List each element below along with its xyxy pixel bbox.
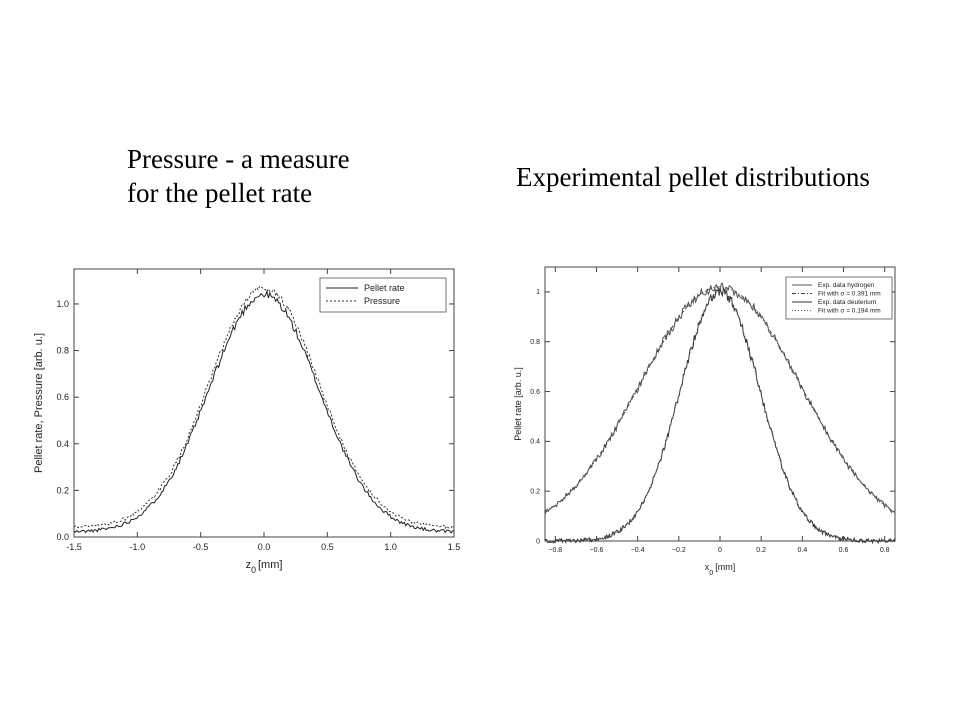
legend-label-3: Exp. data deuterium bbox=[818, 299, 876, 306]
pellet-rate-pressure-chart: -1.5 -1.0 -0.5 0.0 0.5 1.0 1.5 0.0 0.2 0.4 0.6 0.8 1… bbox=[33, 268, 461, 575]
x-axis-label: x0[mm] bbox=[705, 562, 736, 577]
legend-label-4: Fit with σ = 0.194 mm bbox=[818, 308, 881, 315]
x-tick-label: 0.4 bbox=[797, 547, 807, 554]
right-caption: Experimental pellet distributions bbox=[516, 162, 870, 192]
x-tick-label: -1.0 bbox=[130, 542, 146, 552]
y-tick-label: 0.8 bbox=[56, 346, 69, 356]
x-tick-label: −0.6 bbox=[590, 547, 604, 554]
x-tick-label: 1.0 bbox=[384, 542, 397, 552]
legend-label-1: Pellet rate bbox=[364, 283, 405, 293]
series-line-3 bbox=[544, 287, 896, 545]
y-tick-label: 0.0 bbox=[56, 532, 69, 542]
x-tick-label: 0.0 bbox=[258, 542, 271, 552]
y-tick-label: 0.2 bbox=[530, 489, 540, 496]
series-line-1 bbox=[73, 289, 455, 534]
y-tick-label: 0.8 bbox=[530, 339, 540, 346]
x-tick-label: 0 bbox=[718, 547, 722, 554]
x-tick-label: 0.5 bbox=[321, 542, 334, 552]
y-tick-label: 0.4 bbox=[530, 439, 540, 446]
legend-box bbox=[319, 277, 447, 313]
x-tick-label: 0.2 bbox=[756, 547, 766, 554]
y-tick-label: 0.4 bbox=[56, 439, 69, 449]
y-tick-label: 0.6 bbox=[56, 392, 69, 402]
y-tick-label: 0 bbox=[536, 538, 540, 545]
y-axis-label: Pellet rate, Pressure [arb. u.] bbox=[33, 333, 45, 473]
left-caption: Pressure - a measure for the pellet rate bbox=[127, 142, 427, 210]
series-line-2 bbox=[73, 285, 455, 530]
left-caption-line1: Pressure - a measure bbox=[127, 144, 350, 174]
x-tick-label: -0.5 bbox=[193, 542, 209, 552]
x-tick-label: −0.2 bbox=[672, 547, 686, 554]
y-tick-label: 0.2 bbox=[56, 485, 69, 495]
x-axis-label: z0 [mm] bbox=[246, 559, 283, 575]
x-tick-label: 0.6 bbox=[839, 547, 849, 554]
series-line-2 bbox=[544, 286, 896, 513]
pellet-distributions-chart: −0.8 −0.6 −0.4 −0.2 0 0.2 0.4 0.6 0.8 0 0.2 0.4 0.6 0… bbox=[513, 266, 896, 577]
legend-box bbox=[785, 276, 893, 320]
x-tick-label: −0.4 bbox=[631, 547, 645, 554]
y-tick-label: 1 bbox=[536, 289, 540, 296]
y-axis-label: Pellet rate [arb. u.] bbox=[513, 367, 523, 441]
x-tick-label: −0.8 bbox=[548, 547, 562, 554]
legend-label-1: Exp. data hydrogen bbox=[818, 282, 875, 289]
y-tick-label: 0.6 bbox=[530, 389, 540, 396]
legend-label-2: Pressure bbox=[364, 296, 400, 306]
x-tick-label: 1.5 bbox=[448, 542, 461, 552]
x-tick-label: -1.5 bbox=[66, 542, 82, 552]
x-tick-label: 0.8 bbox=[880, 547, 890, 554]
series-line-4 bbox=[545, 291, 895, 542]
y-tick-label: 1.0 bbox=[56, 299, 69, 309]
legend-label-2: Fit with σ = 0.391 mm bbox=[818, 291, 881, 298]
left-caption-line2: for the pellet rate bbox=[127, 178, 313, 208]
